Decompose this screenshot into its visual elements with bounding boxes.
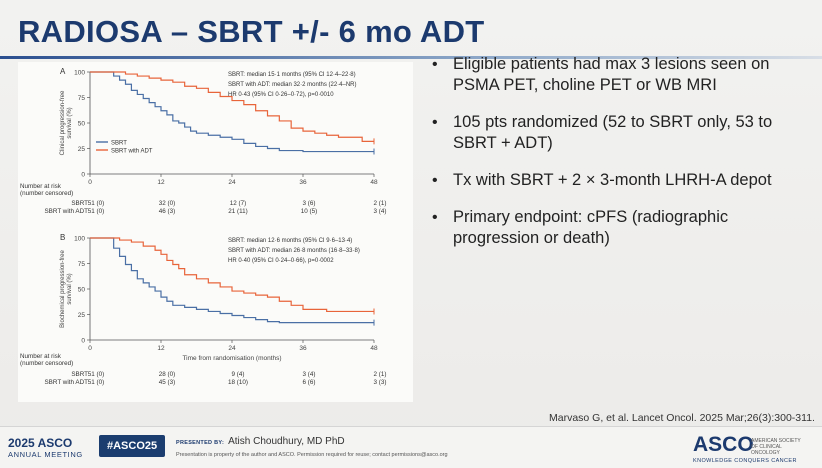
risk-value: 45 (3) [159, 379, 175, 386]
km-figure: A 0 25 50 75 100 0 12 24 36 48 Clinical progression… [18, 62, 413, 402]
risk-value: 3 (4) [374, 208, 387, 215]
bullet-dot: • [432, 209, 438, 226]
bullet-dot: • [432, 172, 438, 189]
x-tick-label: 12 [157, 345, 165, 352]
asco-logo-tagline: KNOWLEDGE CONQUERS CANCER [693, 458, 797, 464]
stats-annotation: SBRT with ADT: median 26·8 months (16·8–… [228, 248, 360, 254]
risk-value: 6 (6) [303, 379, 316, 386]
asco-annual-meeting-logo: 2025 ASCO ANNUAL MEETING [8, 436, 83, 459]
y-tick-label: 50 [78, 287, 86, 294]
bullet-list: • Eligible patients had max 3 lesions see… [428, 54, 803, 265]
y-axis-label: Clinical progression-freesurvival (%) [60, 90, 73, 155]
title-rule [0, 56, 822, 59]
x-tick-label: 48 [370, 179, 378, 186]
bullet-item: • 105 pts randomized (52 to SBRT only, 53… [428, 112, 803, 154]
x-tick-label: 0 [88, 345, 92, 352]
y-tick-label: 0 [81, 172, 85, 179]
risk-table-title: Number at risk [20, 183, 62, 190]
risk-row-label: SBRT [71, 200, 88, 207]
x-tick-label: 36 [299, 179, 307, 186]
panel-label: A [60, 67, 66, 76]
hashtag-badge: #ASCO25 [99, 435, 166, 457]
presenter-name: Atish Choudhury, MD PhD [228, 436, 345, 447]
x-tick-label: 0 [88, 179, 92, 186]
x-tick-label: 24 [228, 345, 236, 352]
stats-annotation: SBRT: median 15·1 months (95% CI 12·4–22… [228, 72, 356, 78]
risk-value: 3 (6) [303, 200, 316, 207]
risk-table-title: Number at risk [20, 353, 62, 360]
risk-row-label: SBRT with ADT [44, 208, 88, 215]
stats-annotation: SBRT with ADT: median 32·2 months (22·4–… [228, 82, 357, 88]
risk-value: 51 (0) [88, 200, 104, 207]
risk-value: 51 (0) [88, 371, 104, 378]
km-curve-sbrt-adt [90, 237, 374, 313]
km-curve-sbrt [90, 71, 374, 153]
footer: 2025 ASCO ANNUAL MEETING #ASCO25 PRESENT… [0, 426, 822, 468]
meeting-year: 2025 ASCO [8, 436, 73, 450]
bullet-text: 105 pts randomized (52 to SBRT only, 53 … [453, 113, 773, 152]
copyright-notice: Presentation is property of the author a… [176, 452, 448, 458]
presented-by-label: PRESENTED BY: [176, 440, 225, 446]
risk-value: 28 (0) [159, 371, 175, 378]
risk-value: 46 (3) [159, 208, 175, 215]
y-tick-label: 25 [78, 146, 86, 153]
y-axis-label: Biochemical progression-freesurvival (%) [60, 249, 73, 327]
slide-title: RADIOSA – SBRT +/- 6 mo ADT [18, 14, 485, 49]
y-tick-label: 100 [74, 236, 85, 243]
asco-logo-word: ASCO [693, 433, 754, 456]
y-tick-label: 25 [78, 312, 86, 319]
bullet-text: Primary endpoint: cPFS (radiographic pro… [453, 208, 729, 247]
y-tick-label: 75 [78, 261, 86, 268]
risk-table-subtitle: (number censored) [20, 360, 73, 367]
risk-value: 32 (0) [159, 200, 175, 207]
risk-value: 18 (10) [228, 379, 248, 386]
bullet-dot: • [432, 114, 438, 131]
y-tick-label: 0 [81, 338, 85, 345]
stats-annotation: HR 0·40 (95% CI 0·24–0·66), p=0·0002 [228, 258, 334, 264]
km-curve-sbrt [90, 237, 374, 324]
x-tick-label: 36 [299, 345, 307, 352]
x-tick-label: 12 [157, 179, 165, 186]
km-charts: A 0 25 50 75 100 0 12 24 36 48 Clinical progression… [20, 67, 387, 386]
km-curve-sbrt-adt [90, 71, 374, 142]
risk-table-subtitle: (number censored) [20, 190, 73, 197]
y-tick-label: 100 [74, 70, 85, 77]
asco-logo-subtitle: AMERICAN SOCIETY OF CLINICAL ONCOLOGY [751, 438, 801, 456]
y-tick-label: 50 [78, 121, 86, 128]
risk-row-label: SBRT [71, 371, 88, 378]
meeting-label: ANNUAL MEETING [8, 450, 83, 459]
x-tick-label: 48 [370, 345, 378, 352]
risk-value: 12 (7) [230, 200, 246, 207]
risk-row-label: SBRT with ADT [44, 379, 88, 386]
risk-value: 2 (1) [374, 200, 387, 207]
stats-annotation: HR 0·43 (95% CI 0·26–0·72), p=0·0010 [228, 92, 334, 98]
legend-label: SBRT [111, 140, 127, 146]
risk-value: 51 (0) [88, 379, 104, 386]
bullet-text: Eligible patients had max 3 lesions seen… [453, 55, 770, 94]
bullet-item: • Primary endpoint: cPFS (radiographic pr… [428, 207, 803, 249]
panel-label: B [60, 233, 65, 242]
bullet-item: • Tx with SBRT + 2 × 3-month LHRH-A depot [428, 170, 803, 191]
legend-label: SBRT with ADT [111, 148, 153, 154]
stats-annotation: SBRT: median 12·6 months (95% CI 9·6–13·… [228, 238, 352, 244]
y-tick-label: 75 [78, 95, 86, 102]
risk-value: 51 (0) [88, 208, 104, 215]
bullet-item: • Eligible patients had max 3 lesions see… [428, 54, 803, 96]
risk-value: 10 (5) [301, 208, 317, 215]
risk-value: 3 (4) [303, 371, 316, 378]
presenter: PRESENTED BY: Atish Choudhury, MD PhD [176, 436, 345, 447]
asco-logo: ASCO AMERICAN SOCIETY OF CLINICAL ONCOLO… [693, 433, 801, 464]
risk-value: 3 (3) [374, 379, 387, 386]
bullet-text: Tx with SBRT + 2 × 3-month LHRH-A depot [453, 171, 772, 189]
x-tick-label: 24 [228, 179, 236, 186]
risk-value: 21 (11) [228, 208, 247, 215]
citation: Marvaso G, et al. Lancet Oncol. 2025 Mar… [549, 412, 815, 424]
risk-value: 9 (4) [232, 371, 245, 378]
x-axis-label: Time from randomisation (months) [182, 355, 281, 362]
risk-value: 2 (1) [374, 371, 387, 378]
bullet-dot: • [432, 56, 438, 73]
